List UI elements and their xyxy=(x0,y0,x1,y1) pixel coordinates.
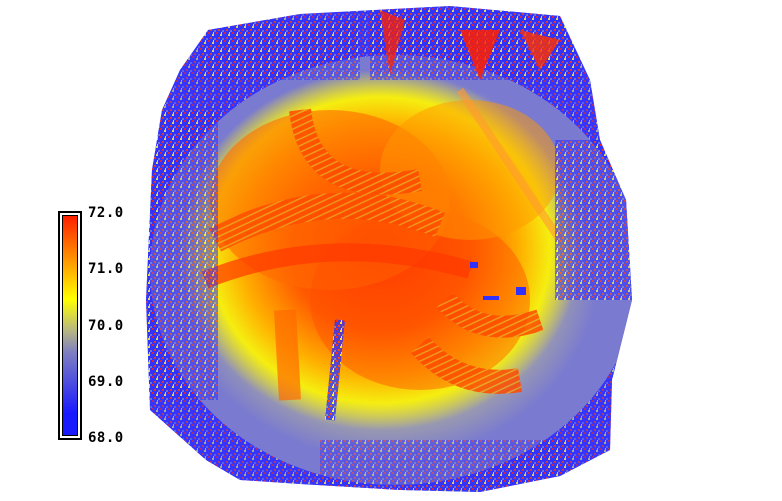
legend-tick-label: 72.0 xyxy=(88,205,124,221)
legend-tick-label: 71.0 xyxy=(88,261,124,278)
color-scale-bar xyxy=(62,215,78,436)
color-legend xyxy=(58,211,82,440)
legend-tick-label: 69.0 xyxy=(88,373,124,390)
legend-tick-label: 70.0 xyxy=(88,317,124,334)
legend-tick-label: 68.0 xyxy=(88,430,124,446)
